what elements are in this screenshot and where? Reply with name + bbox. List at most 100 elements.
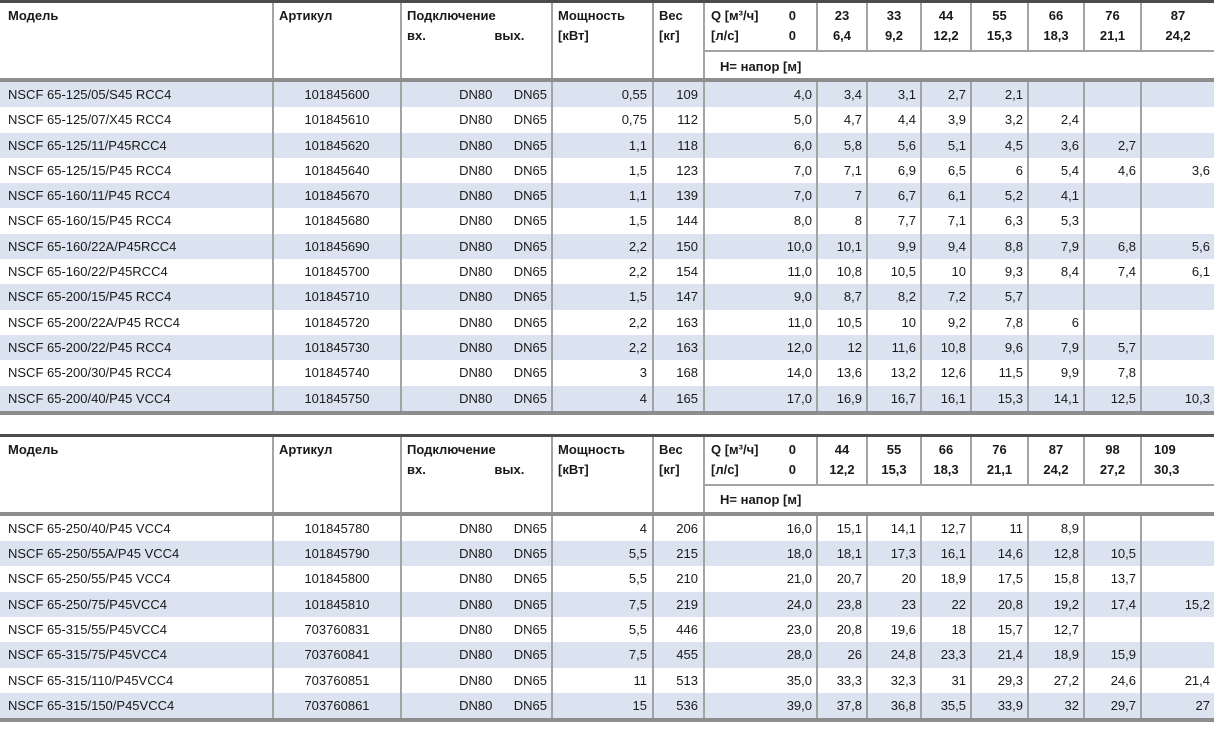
- power-cell: 15: [551, 692, 652, 719]
- head-value-cell: 6,7: [866, 183, 920, 209]
- head-value-cell: 24,0: [703, 591, 816, 618]
- article-cell: 101845690: [272, 233, 400, 260]
- inlet-dn-value: DN80: [459, 546, 493, 562]
- model-cell: NSCF 65-160/15/P45 RCC4: [8, 213, 172, 229]
- model-cell: NSCF 65-125/07/X45 RCC4: [8, 112, 172, 128]
- connection-cell: DN80 DN65: [400, 617, 551, 643]
- connection-cell: DN80 DN65: [400, 259, 551, 285]
- head-value-cell: 11,0: [703, 309, 816, 335]
- power-cell: 1,5: [551, 208, 652, 234]
- q-m3h-value: 76: [1105, 8, 1120, 23]
- connection-cell: DN80 DN65: [400, 132, 551, 158]
- head-value-cell: [1140, 617, 1214, 643]
- head-value-cell: 17,5: [970, 566, 1027, 592]
- table-row: NSCF 65-315/110/P45VCC4 703760851 DN80 DN65…: [0, 667, 1214, 693]
- model-cell: NSCF 65-200/40/P45 VCC4: [8, 390, 171, 406]
- q-m3h-value: 55: [886, 441, 902, 457]
- q-flow-column-header: 66 18,3: [920, 436, 970, 486]
- model-cell: NSCF 65-250/75/P45VCC4: [8, 596, 167, 612]
- inlet-dn-value: DN80: [459, 188, 493, 204]
- weight-cell: 215: [652, 541, 703, 567]
- connection-cell: DN80 DN65: [400, 385, 551, 411]
- head-value-cell: 16,1: [920, 385, 970, 411]
- q-m3h-value: 87: [1170, 8, 1186, 23]
- q-m3h-value: 44: [938, 8, 954, 23]
- head-value-cell: 4,4: [866, 107, 920, 133]
- outlet-dn-value: DN65: [513, 571, 547, 587]
- head-value-cell: 3,2: [970, 107, 1027, 133]
- q-flow-column-header: 76 21,1: [970, 436, 1027, 486]
- outlet-dn-value: DN65: [513, 213, 547, 229]
- inlet-dn-value: DN80: [459, 162, 493, 178]
- head-value-cell: 5,7: [1083, 334, 1140, 361]
- head-value-cell: 6,1: [920, 183, 970, 209]
- head-value-cell: [1140, 309, 1214, 335]
- inlet-dn-value: DN80: [459, 622, 493, 638]
- head-value-cell: 29,7: [1083, 692, 1140, 719]
- q-flow-column-header: 44 12,2: [920, 3, 970, 52]
- inlet-dn-value: DN80: [459, 365, 493, 381]
- head-value-cell: [1140, 566, 1214, 592]
- head-value-cell: 22: [920, 591, 970, 618]
- head-value-cell: 12,7: [1027, 617, 1083, 643]
- outlet-dn-value: DN65: [513, 188, 547, 204]
- power-unit-label: [кВт]: [558, 28, 589, 43]
- table-row: NSCF 65-125/15/P45 RCC4 101845640 DN80 DN65…: [0, 157, 1214, 184]
- head-value-cell: 6,9: [866, 157, 920, 184]
- head-value-cell: 37,8: [816, 692, 866, 719]
- table-row: NSCF 65-315/150/P45VCC4 703760861 DN80 DN65…: [0, 692, 1214, 719]
- head-value-cell: 8,7: [816, 284, 866, 310]
- head-value-cell: 18,0: [703, 541, 816, 567]
- inlet-dn-value: DN80: [459, 697, 493, 713]
- power-cell: 4: [551, 385, 652, 411]
- table-2-body: NSCF 65-250/40/P45 VCC4 101845780 DN80 DN65…: [0, 515, 1214, 723]
- head-value-cell: 33,3: [816, 667, 866, 693]
- head-value-cell: 7,0: [703, 183, 816, 209]
- q-m3h-zero: 0: [788, 8, 796, 23]
- q-flow-column-header: 44 12,2: [816, 436, 866, 486]
- q-ls-label: [л/с]: [711, 28, 739, 43]
- q-m3h-label: Q [м³/ч]: [711, 441, 759, 457]
- head-row-label: Н= напор [м]: [703, 485, 1214, 512]
- head-value-cell: 19,2: [1027, 591, 1083, 618]
- head-value-cell: 3,1: [866, 82, 920, 108]
- article-cell: 101845680: [272, 208, 400, 234]
- head-value-cell: 16,7: [866, 385, 920, 411]
- head-value-cell: 5,6: [1140, 233, 1214, 260]
- model-cell: NSCF 65-250/40/P45 VCC4: [8, 520, 171, 536]
- article-cell: 703760841: [272, 642, 400, 668]
- column-header-connection: Подключение вх. вых.: [400, 436, 551, 512]
- power-cell: 2,2: [551, 309, 652, 335]
- table-row: NSCF 65-160/22/P45RCC4 101845700 DN80 DN65 2…: [0, 259, 1214, 285]
- model-cell: NSCF 65-200/22/P45 RCC4: [8, 339, 172, 355]
- table-row: NSCF 65-160/15/P45 RCC4 101845680 DN80 DN65…: [0, 208, 1214, 234]
- head-value-cell: 39,0: [703, 692, 816, 719]
- table-row: NSCF 65-125/05/S45 RCC4 101845600 DN80 DN65…: [0, 82, 1214, 108]
- power-label: Мощность: [558, 8, 625, 23]
- power-cell: 5,5: [551, 541, 652, 567]
- head-value-cell: [1083, 183, 1140, 209]
- head-value-cell: 3,9: [920, 107, 970, 133]
- head-value-cell: 6,8: [1083, 233, 1140, 260]
- article-cell: 101845750: [272, 385, 400, 411]
- table-row: NSCF 65-200/15/P45 RCC4 101845710 DN80 DN65…: [0, 284, 1214, 310]
- q-ls-value: 9,2: [884, 28, 904, 43]
- weight-cell: 446: [652, 617, 703, 643]
- head-value-cell: 36,8: [866, 692, 920, 719]
- head-value-cell: 13,6: [816, 360, 866, 386]
- weight-cell: 513: [652, 667, 703, 693]
- article-cell: 101845600: [272, 82, 400, 108]
- article-cell: 703760831: [272, 617, 400, 643]
- head-value-cell: 4,6: [1083, 157, 1140, 184]
- head-value-cell: [1083, 617, 1140, 643]
- q-ls-value: 12,2: [933, 28, 959, 43]
- head-value-cell: 11,5: [970, 360, 1027, 386]
- q-flow-column-header: 76 21,1: [1083, 3, 1140, 52]
- outlet-dn-value: DN65: [513, 390, 547, 406]
- head-value-cell: 10,1: [816, 233, 866, 260]
- head-value-cell: 8,8: [970, 233, 1027, 260]
- q-ls-label: [л/с]: [711, 461, 739, 477]
- head-value-cell: 3,4: [816, 82, 866, 108]
- connection-cell: DN80 DN65: [400, 82, 551, 108]
- connection-cell: DN80 DN65: [400, 667, 551, 693]
